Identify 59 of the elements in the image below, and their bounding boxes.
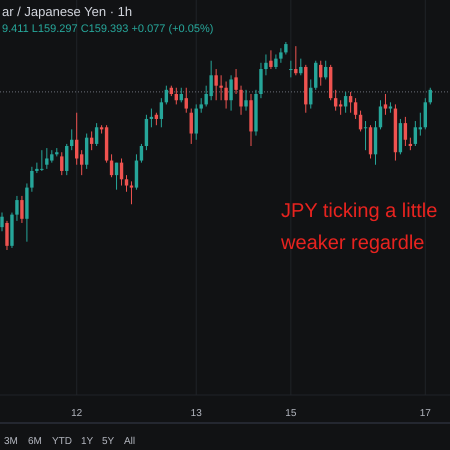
candlestick (140, 143, 144, 164)
candlestick (264, 54, 268, 76)
annotation: JPY ticking a little (281, 200, 438, 222)
candlestick (20, 195, 24, 224)
candlestick (170, 85, 174, 97)
candlestick (408, 137, 412, 151)
text: 3M (4, 436, 18, 447)
candlestick (150, 108, 154, 128)
candlestick (200, 98, 203, 114)
candlestick (344, 91, 348, 114)
x-tick-label: 15 (285, 408, 297, 419)
candlestick (404, 116, 408, 146)
candlestick (284, 42, 288, 55)
candlestick (180, 87, 183, 103)
text: All (124, 436, 136, 447)
candlestick (244, 89, 248, 112)
candlestick (229, 74, 233, 112)
candlestick (289, 60, 293, 78)
candlestick (90, 130, 94, 151)
candlestick (319, 60, 322, 86)
annotation: weaker regardle (280, 232, 424, 254)
candlestick (190, 108, 193, 144)
candlestick (279, 48, 283, 64)
candlestick (234, 68, 238, 94)
x-tick-label: 17 (420, 408, 432, 419)
candlestick (15, 195, 19, 222)
candlestick (348, 91, 352, 114)
candlestick (358, 110, 362, 132)
candlestick (120, 158, 124, 186)
candlestick (184, 87, 188, 114)
candlestick (30, 166, 34, 192)
candlestick (428, 87, 432, 105)
text: 1Y (81, 436, 94, 447)
candlestick (154, 112, 158, 126)
candlestick (60, 152, 64, 176)
candlestick (94, 122, 98, 146)
candlestick (224, 81, 228, 110)
candlestick (354, 98, 358, 120)
candlestick (309, 78, 312, 110)
candlestick (110, 154, 114, 178)
text: YTD (52, 436, 72, 447)
candlestick (174, 87, 178, 105)
candlestick (269, 50, 273, 70)
candlestick (274, 54, 278, 70)
candlestick (219, 74, 223, 101)
x-tick-label: 12 (71, 408, 83, 419)
chart-subtitle: 9.411 L159.297 C159.393 +0.077 (+0.05%) (2, 23, 214, 35)
candlestick (388, 102, 392, 114)
candlestick (299, 58, 302, 76)
candlestick (70, 128, 74, 151)
candlestick (164, 85, 168, 105)
candlestick (294, 46, 298, 76)
candlestick (160, 98, 164, 128)
candlestick (214, 68, 218, 101)
text: 5Y (102, 436, 115, 447)
candlestick (324, 60, 328, 80)
chart-title: ar / Japanese Yen · 1h (2, 4, 132, 19)
text: 6M (28, 436, 42, 447)
x-tick-label: 13 (190, 408, 202, 419)
